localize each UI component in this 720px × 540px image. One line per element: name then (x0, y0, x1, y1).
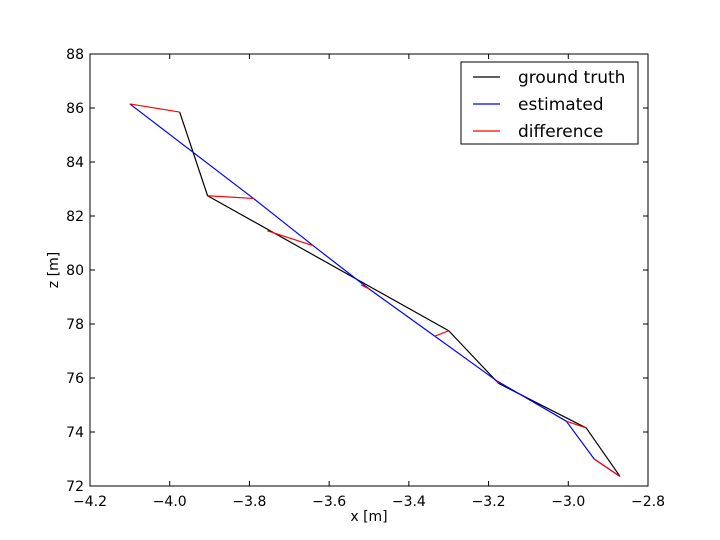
x-tick-label: −3.0 (551, 494, 585, 510)
legend-label-difference: difference (518, 122, 603, 142)
tick-layer: −4.2 −4.0 −3.8 −3.6 −3.4 −3.2 −3.0 −2.8 72 74 76 78… (66, 47, 665, 510)
legend-label-ground-truth: ground truth (518, 68, 625, 88)
series-layer (129, 103, 621, 478)
x-tick-label: −4.2 (73, 494, 107, 510)
series-segment-difference (566, 420, 587, 429)
series-segment-difference (267, 230, 314, 247)
x-tick-label: −3.6 (312, 494, 346, 510)
y-tick-label: 76 (66, 371, 84, 387)
x-tick-label: −4.0 (153, 494, 187, 510)
y-axis-label: z [m] (46, 252, 62, 288)
legend-box (460, 61, 639, 145)
x-tick-label: −2.8 (631, 494, 665, 510)
y-tick-label: 80 (66, 263, 84, 279)
legend: ground truth estimated difference (460, 61, 639, 145)
series-segment-difference (360, 284, 370, 290)
y-tick-label: 86 (66, 101, 84, 117)
plot-frame (89, 53, 649, 487)
x-tick-label: −3.4 (392, 494, 426, 510)
series-line-ground-truth (179, 111, 621, 477)
y-tick-label: 78 (66, 317, 84, 333)
y-tick-label: 72 (66, 479, 84, 495)
series-segment-difference (207, 195, 254, 200)
series-segment-difference (496, 380, 500, 384)
series-segment-difference (129, 103, 180, 113)
y-tick-label: 84 (66, 155, 84, 171)
legend-label-estimated: estimated (518, 95, 604, 115)
x-tick-label: −3.8 (232, 494, 266, 510)
y-tick-label: 88 (66, 47, 84, 63)
y-tick-label: 82 (66, 209, 84, 225)
x-axis-label: x [m] (350, 509, 387, 525)
series-segment-difference (593, 458, 621, 478)
y-tick-label: 74 (66, 425, 84, 441)
series-segment-difference (434, 330, 449, 337)
x-tick-label: −3.2 (472, 494, 506, 510)
